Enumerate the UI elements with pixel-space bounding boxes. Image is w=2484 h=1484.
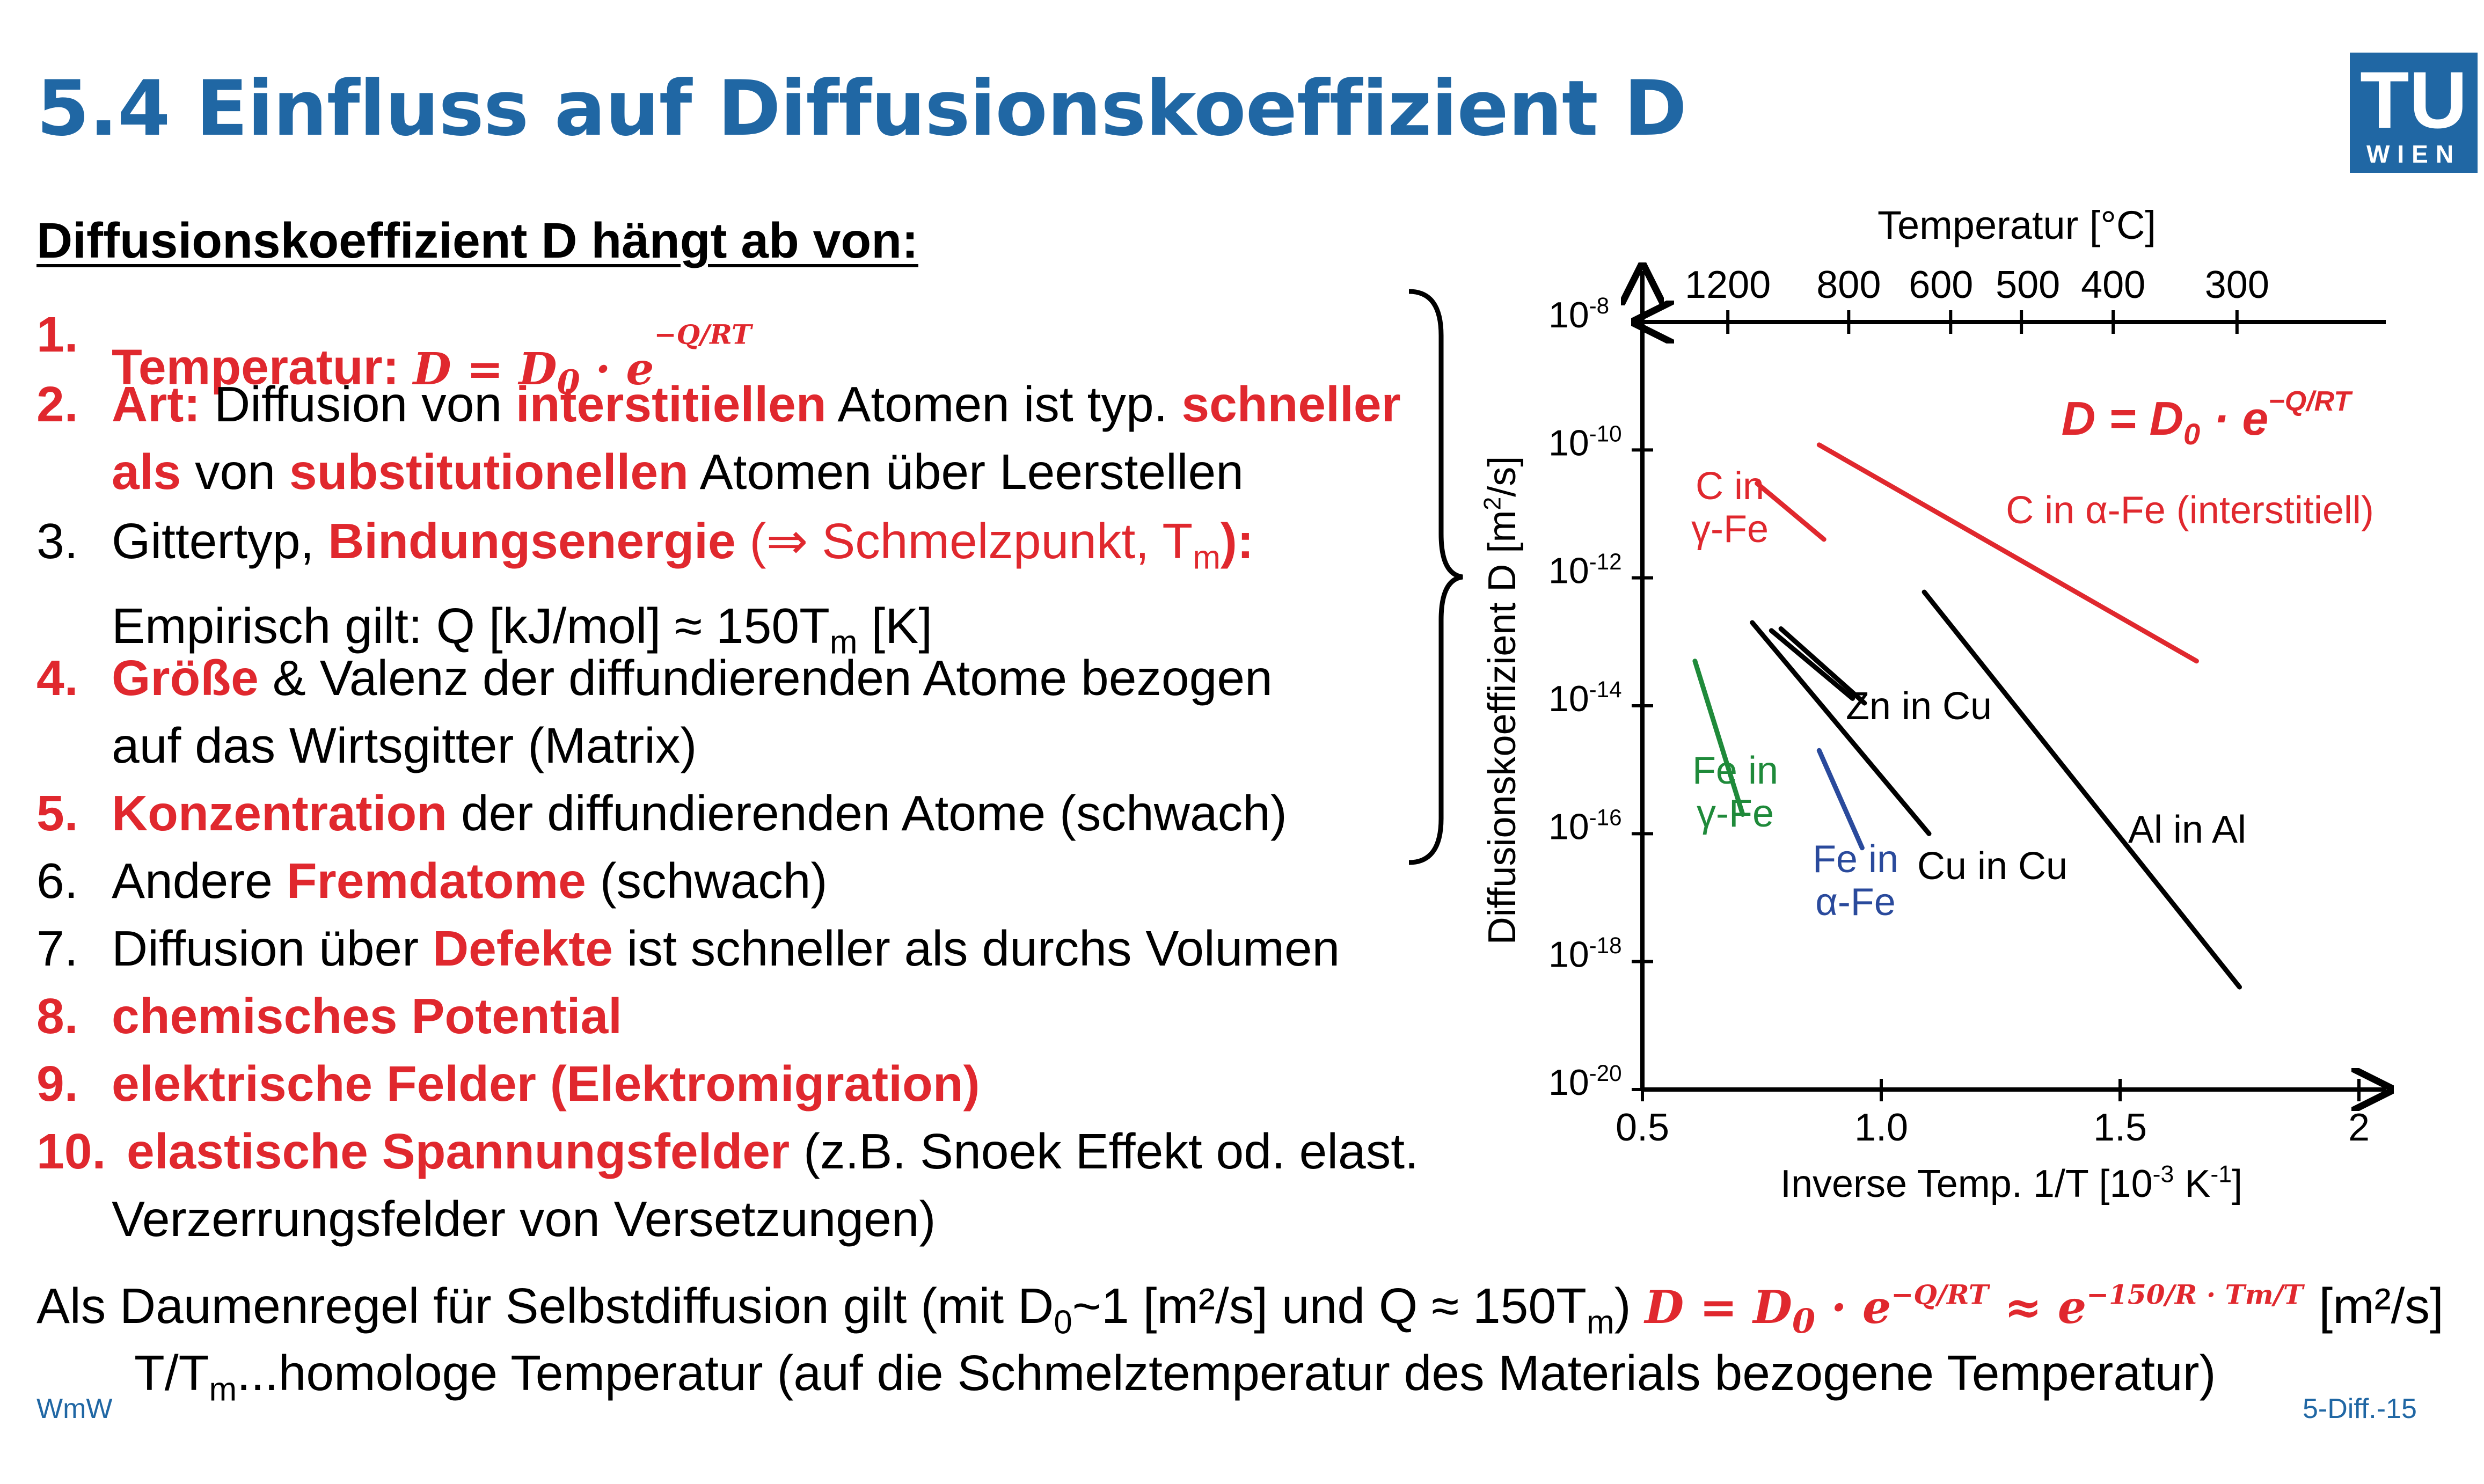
series-label-zn-in-cu: Zn in Cu <box>1846 685 1992 728</box>
y-tick-label: 10-16 <box>1548 805 1622 847</box>
homologous-temperature-note: T/Tm...homologe Temperatur (auf die Schm… <box>134 1345 2216 1408</box>
list-text: Temperatur: D = D0 · e−Q/RT <box>112 301 751 416</box>
series-label-c-in-fe: C in <box>1696 465 1764 508</box>
list-text: Diffusion über Defekte ist schneller als… <box>112 920 1340 976</box>
arrhenius-formula: D = D0 · e−Q/RT <box>413 318 752 401</box>
series-label-al-in-al: Al in Al <box>2128 808 2246 851</box>
list-number: 6. <box>36 853 78 909</box>
list-number: 7. <box>36 920 78 976</box>
logo-text-wien: WIEN <box>2366 140 2461 168</box>
list-heading: Diffusionskoeffizient D hängt ab von: <box>36 213 918 268</box>
logo-text-tu: TU <box>2360 55 2467 145</box>
series-line-zn-in-cu-leader <box>1778 626 1867 706</box>
list-text: elastische Spannungsfelder (z.B. Snoek E… <box>127 1123 1419 1179</box>
y-tick-label: 10-14 <box>1548 677 1622 719</box>
chart-formula: D = D0 · e−Q/RT <box>2062 386 2354 451</box>
top-tick-label: 800 <box>1816 264 1881 306</box>
x-tick-label: 1.0 <box>1854 1106 1908 1149</box>
list-text: Größe & Valenz der diffundierenden Atome… <box>112 650 1273 773</box>
list-number: 5. <box>36 785 78 841</box>
list-text: Konzentration der diffundierenden Atome … <box>112 785 1287 841</box>
series-line-cu-in-cu <box>1750 620 1932 836</box>
series-line-c-in-fe <box>1755 481 1827 542</box>
list-text: Art: Diffusion von interstitiellen Atome… <box>112 376 1401 500</box>
x-axis-title: Inverse Temp. 1/T [10-3 K-1] <box>1780 1161 2242 1205</box>
list-item-type: 2. Art: Diffusion von interstitiellen At… <box>36 370 1453 506</box>
list-text: Andere Fremdatome (schwach) <box>112 853 828 909</box>
list-number: 1. <box>36 306 78 362</box>
y-tick-label: 10-18 <box>1548 933 1622 975</box>
self-diffusion-formula: D = D0 · e−Q/RT ≈ e−150/R · Tm/T <box>1645 1278 2304 1341</box>
x-tick-label: 0.5 <box>1616 1106 1669 1149</box>
list-text: Gittertyp, Bindungsenergie (⇒ Schmelzpun… <box>112 513 1254 661</box>
y-tick-label: 10-8 <box>1548 293 1609 335</box>
series-label-fe-in-fe: γ-Fe <box>1697 792 1774 835</box>
footer-left: WmW <box>36 1393 113 1424</box>
series-line-c-in-fe-interstitiell <box>1816 442 2199 664</box>
top-axis-title: Temperatur [°C] <box>1877 203 2156 247</box>
series-label-c-in-fe-interstitiell: C in α-Fe (interstitiell) <box>2006 489 2374 532</box>
y-tick-label: 10-20 <box>1548 1061 1622 1103</box>
rule-of-thumb: Als Daumenregel für Selbstdiffusion gilt… <box>36 1278 2444 1341</box>
page-title: 5.4 Einfluss auf Diffusionskoeffizient D <box>36 64 1687 153</box>
list-text: chemisches Potential <box>112 988 623 1044</box>
top-tick-label: 400 <box>2081 264 2145 306</box>
series-label-fe-in-fe: Fe in <box>1813 838 1898 881</box>
series-line-zn-in-cu <box>1769 628 1855 701</box>
list-number: 4. <box>36 650 78 706</box>
series-label-c-in-fe: γ-Fe <box>1691 508 1769 551</box>
list-number: 10. <box>36 1123 106 1179</box>
item-label: Temperatur: <box>112 339 399 395</box>
list-number: 9. <box>36 1056 78 1112</box>
y-tick-label: 10-10 <box>1548 421 1622 463</box>
series-label-fe-in-fe: α-Fe <box>1815 881 1896 924</box>
x-tick-label: 2 <box>2348 1106 2370 1149</box>
list-text: elektrische Felder (Elektromigration) <box>112 1056 980 1112</box>
right-brace <box>1408 289 1463 865</box>
top-tick-label: 600 <box>1909 264 1973 306</box>
y-tick-label: 10-12 <box>1548 549 1622 591</box>
list-number: 8. <box>36 988 78 1044</box>
top-tick-label: 1200 <box>1685 264 1771 306</box>
y-axis-title: Diffusionskoeffizient D [m2/s] <box>1480 456 1524 945</box>
series-label-cu-in-cu: Cu in Cu <box>1917 845 2067 888</box>
diffusion-chart: 0.5 1.0 1.5 2 10-8 10-10 10-12 10-14 10-16 10-18 1… <box>1480 203 2394 1205</box>
list-number: 2. <box>36 376 78 432</box>
top-tick-label: 500 <box>1996 264 2060 306</box>
series-line-fe-in-fe <box>1692 659 1745 817</box>
series-line-al-in-al <box>1922 589 2242 990</box>
list-number: 3. <box>36 513 78 569</box>
top-tick-label: 300 <box>2205 264 2269 306</box>
tu-wien-logo: TU WIEN <box>2350 53 2478 173</box>
series-label-fe-in-fe: Fe in <box>1692 749 1778 792</box>
footer-page-number: 5-Diff.-15 <box>2303 1393 2417 1424</box>
list-text-line2: Verzerrungsfelder von Versetzungen) <box>112 1191 936 1247</box>
x-tick-label: 1.5 <box>2093 1106 2147 1149</box>
series-line-fe-in-fe <box>1816 748 1865 851</box>
